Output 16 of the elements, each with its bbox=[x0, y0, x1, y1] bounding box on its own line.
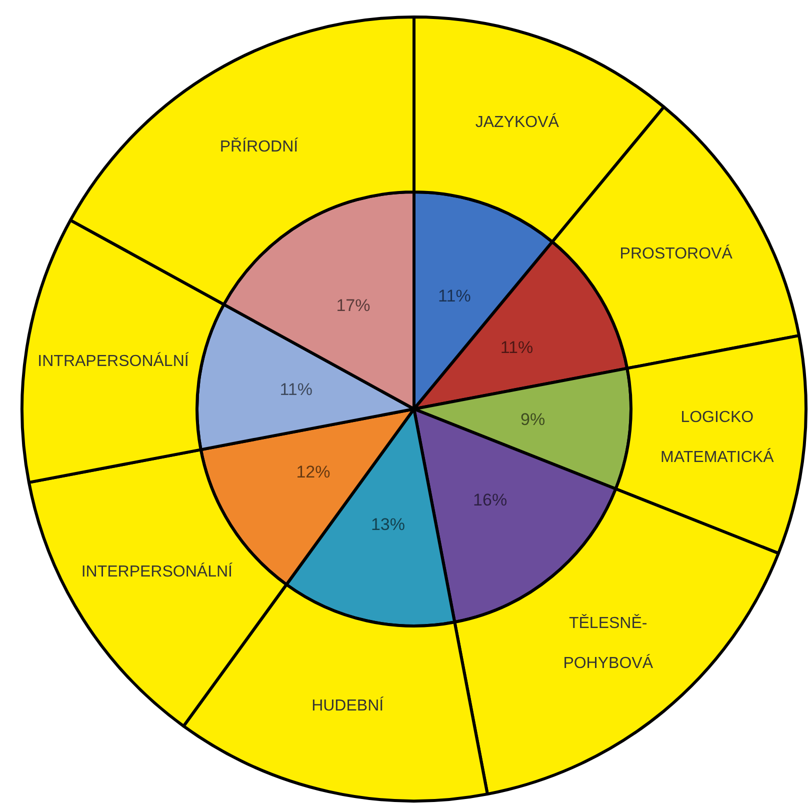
slice-label: PŘÍRODNÍ bbox=[220, 137, 299, 156]
data-label: 11% bbox=[500, 338, 534, 357]
data-label: 11% bbox=[438, 286, 471, 306]
data-label: 11% bbox=[280, 380, 312, 400]
data-label: 13% bbox=[370, 515, 405, 534]
category-label: LOGICKO MATEMATICKÁ bbox=[660, 409, 774, 466]
data-label: 9% bbox=[520, 410, 546, 429]
slice-label: PROSTOROVÁ bbox=[620, 244, 733, 262]
data-label: 16% bbox=[473, 490, 508, 510]
slice-label: INTERPERSONÁLNÍ bbox=[81, 562, 234, 581]
data-label: 17% bbox=[336, 296, 370, 315]
slice-label: INTRAPERSONÁLNÍ bbox=[38, 352, 190, 370]
category-label: TĚLESNĚ-POHYBOVÁ bbox=[563, 615, 653, 672]
slice-label: HUDEBNÍ bbox=[312, 696, 384, 715]
data-label: 12% bbox=[296, 462, 330, 482]
slice-label: JAZYKOVÁ bbox=[475, 112, 560, 131]
